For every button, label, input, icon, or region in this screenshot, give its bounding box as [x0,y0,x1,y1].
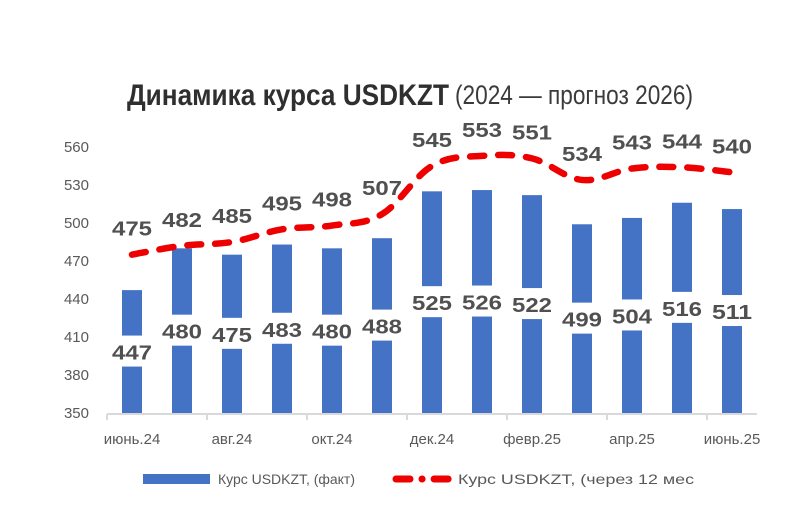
line-data-label: 551 [512,122,552,144]
x-tick-label: февр.25 [503,431,561,448]
y-tick-label: 560 [64,139,89,156]
x-tick-label: дек.24 [410,431,455,448]
bar-label-background [710,295,754,327]
legend-item-fact[interactable]: Курс USDKZT, (факт) [143,471,355,487]
y-tick-label: 500 [64,215,89,232]
bar-data-label: 522 [512,295,552,317]
bar-data-label: 488 [362,317,402,339]
y-tick-label: 350 [64,405,89,422]
line-data-labels: 475 482 485 495 498 507 545 553 551 534 543 544 540 [112,120,752,241]
bar-label-background [360,309,404,341]
bar-label-background [310,314,354,346]
line-data-label: 540 [712,136,752,158]
line-data-label: 507 [362,178,402,200]
bar-data-label: 475 [212,325,252,347]
bar-label-background [460,285,504,317]
x-tick-label: апр.25 [609,431,655,448]
bar-label-background [510,288,554,320]
x-tick-label: июнь.25 [704,431,761,448]
bar-data-label: 447 [112,343,152,365]
line-data-label: 498 [312,190,352,212]
legend-item-forecast[interactable]: Курс USDKZT, (через 12 мес [392,471,694,487]
line-data-label: 495 [262,193,302,215]
bar-data-labels: 447 480 475 483 480 488 525 526 522 499 504 516 511 [110,285,754,367]
line-data-label: 475 [112,219,152,241]
bar-data-label: 480 [312,322,352,344]
chart-subtitle: (2024 — прогноз 2026) [455,80,693,110]
bar-label-background [610,299,654,331]
chart-title-main: Динамика курса USDKZT [127,79,449,112]
bar-label-background [660,291,704,323]
x-tick-label: июнь.24 [104,431,161,448]
y-tick-label: 440 [64,291,89,308]
y-tick-label: 530 [64,177,89,194]
bar-data-label: 516 [662,299,702,321]
bar-label-background [560,302,604,334]
bar-label-background [210,317,254,349]
line-data-label: 544 [662,131,703,153]
x-tick-label: авг.24 [212,431,253,448]
bar-label-background [410,286,454,318]
legend-bar-swatch [143,474,210,484]
bar-label-background [260,312,304,344]
line-series [128,151,736,258]
x-axis: июнь.24 авг.24 окт.24 дек.24 февр.25 апр.25 ию… [104,414,761,448]
line-data-label: 485 [212,206,252,228]
bar-data-label: 499 [562,310,602,332]
line-data-label: 482 [162,210,202,232]
y-tick-label: 470 [64,253,89,270]
bar-data-label: 526 [462,293,502,315]
legend: Курс USDKZT, (факт) Курс USDKZT, (через … [143,471,694,487]
line-data-label: 553 [462,120,502,142]
line-data-label: 545 [412,130,452,152]
chart-title: Динамика курса USDKZT (2024 — прогноз 20… [127,79,693,112]
y-axis: 350 380 410 440 470 500 530 560 [64,139,89,422]
legend-label-fact: Курс USDKZT, (факт) [218,471,355,487]
x-tick-label: окт.24 [311,431,352,448]
bar-data-label: 511 [712,302,752,324]
bar-data-label: 525 [412,293,452,315]
line-data-label: 534 [562,144,603,166]
bar-data-label: 504 [612,306,653,328]
y-tick-label: 380 [64,367,89,384]
legend-label-forecast: Курс USDKZT, (через 12 мес [458,471,694,487]
bar-data-label: 480 [162,322,202,344]
bar-data-label: 483 [262,320,302,342]
line-data-label: 543 [612,133,652,155]
bar-label-background [160,314,204,346]
bar-label-background [110,335,154,367]
y-tick-label: 410 [64,329,89,346]
